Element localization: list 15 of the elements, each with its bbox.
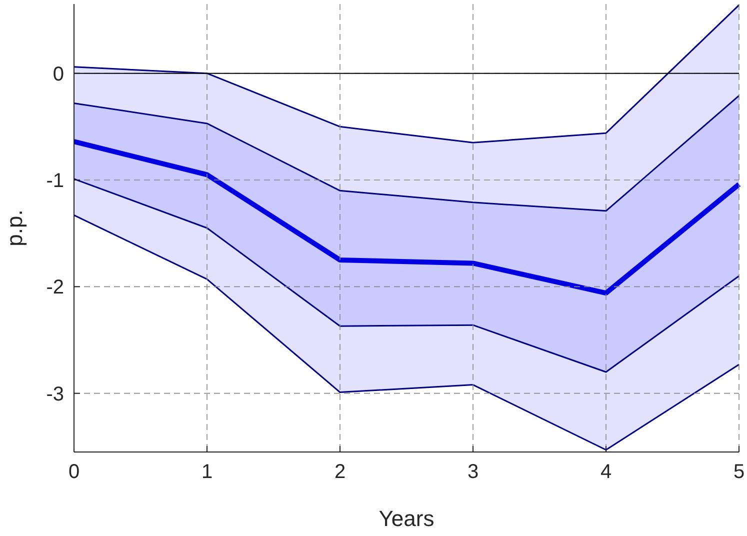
y-tick-label: -2 — [46, 276, 64, 299]
x-tick-label: 3 — [467, 461, 479, 483]
x-tick-label: 1 — [201, 461, 213, 483]
x-axis-title: Years — [378, 506, 434, 531]
x-tick-label: 2 — [334, 461, 346, 483]
y-axis-title: p.p. — [2, 210, 27, 246]
x-tick-label: 5 — [733, 461, 745, 483]
line-series — [73, 94, 740, 212]
x-tick-label: 0 — [68, 461, 80, 483]
y-tick-label: 0 — [52, 63, 64, 86]
x-tick-label: 4 — [600, 461, 612, 483]
line-series — [73, 4, 740, 144]
y-tick-label: -1 — [46, 170, 64, 192]
y-tick-label: -3 — [46, 383, 64, 406]
line-series — [73, 178, 740, 373]
